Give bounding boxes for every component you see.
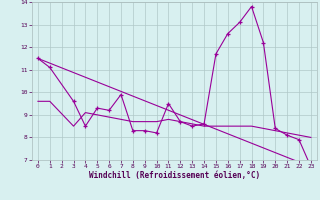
X-axis label: Windchill (Refroidissement éolien,°C): Windchill (Refroidissement éolien,°C)	[89, 171, 260, 180]
